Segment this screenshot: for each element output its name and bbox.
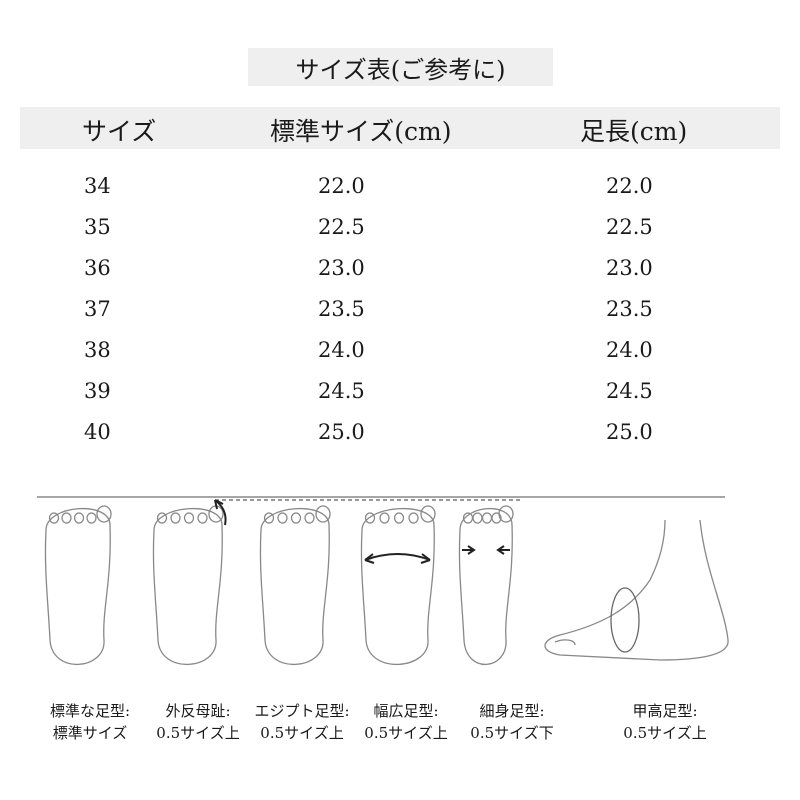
table-row: 34 22.0 22.0 xyxy=(0,174,800,204)
header-foot-length: 足長(cm) xyxy=(580,117,688,146)
toe xyxy=(86,512,97,524)
toe xyxy=(73,512,85,524)
foot-outline-egyptian xyxy=(259,507,330,666)
toe xyxy=(420,505,436,523)
toe xyxy=(491,512,502,524)
toe xyxy=(183,512,195,524)
table-row: 39 24.5 24.5 xyxy=(0,379,800,409)
toe xyxy=(48,512,60,524)
toe xyxy=(290,512,302,524)
header-standard-size: 標準サイズ(cm) xyxy=(270,117,452,146)
foot-outline-hallux-valgus xyxy=(152,507,223,666)
toe xyxy=(408,512,419,524)
table-row: 35 22.5 22.5 xyxy=(0,215,800,245)
foot-outline-standard xyxy=(44,507,111,665)
caption-standard: 標準な足型: 標準サイズ xyxy=(49,702,131,742)
toe xyxy=(393,512,405,524)
standard-size-cell: 22.0 xyxy=(318,174,365,198)
foot-length-cell: 24.0 xyxy=(606,338,653,362)
caption-high-arch: 甲高足型: 0.5サイズ上 xyxy=(623,702,707,742)
table-row: 36 23.0 23.0 xyxy=(0,256,800,286)
size-cell: 34 xyxy=(84,174,111,198)
toe xyxy=(379,512,390,524)
toe xyxy=(277,512,288,524)
size-cell: 38 xyxy=(84,338,111,362)
foot-length-cell: 23.5 xyxy=(606,297,653,321)
standard-size-cell: 22.5 xyxy=(318,215,365,239)
toe xyxy=(498,505,514,523)
standard-size-cell: 23.0 xyxy=(318,256,365,280)
toe xyxy=(263,512,275,524)
caption-wide: 幅広足型: 0.5サイズ上 xyxy=(364,702,448,742)
foot-outline-narrow xyxy=(458,507,513,665)
caption-egyptian: エジプト足型: 0.5サイズ上 xyxy=(254,702,350,742)
foot-outline-wide xyxy=(360,508,435,666)
width-arrows xyxy=(214,499,510,564)
high-arch-foot-side-view xyxy=(544,519,729,661)
standard-size-cell: 25.0 xyxy=(318,420,365,444)
header-size: サイズ xyxy=(82,117,157,146)
size-cell: 35 xyxy=(84,215,111,239)
table-row: 40 25.0 25.0 xyxy=(0,420,800,450)
size-cell: 40 xyxy=(84,420,111,444)
toe xyxy=(96,505,112,523)
standard-size-cell: 24.0 xyxy=(318,338,365,362)
toe xyxy=(364,512,376,524)
size-cell: 37 xyxy=(84,297,111,321)
table-row: 37 23.5 23.5 xyxy=(0,297,800,327)
toe xyxy=(156,512,168,524)
table-header: サイズ 標準サイズ(cm) 足長(cm) xyxy=(20,107,780,149)
size-cell: 36 xyxy=(84,256,111,280)
toe xyxy=(472,512,483,524)
foot-length-cell: 22.0 xyxy=(606,174,653,198)
toe xyxy=(170,512,181,524)
toe xyxy=(304,512,315,524)
toe xyxy=(315,505,331,523)
foot-length-cell: 22.5 xyxy=(606,215,653,239)
caption-hallux-valgus: 外反母趾: 0.5サイズ上 xyxy=(156,702,240,742)
caption-narrow: 細身足型: 0.5サイズ下 xyxy=(470,702,554,742)
foot-length-cell: 23.0 xyxy=(606,256,653,280)
table-row: 38 24.0 24.0 xyxy=(0,338,800,368)
foot-length-cell: 24.5 xyxy=(606,379,653,403)
foot-type-illustration xyxy=(37,496,729,666)
foot-length-cell: 25.0 xyxy=(606,420,653,444)
size-chart-title: サイズ表(ご参考に) xyxy=(248,48,553,86)
size-cell: 39 xyxy=(84,379,111,403)
toe xyxy=(61,512,72,524)
toe xyxy=(481,512,493,524)
standard-size-cell: 23.5 xyxy=(318,297,365,321)
standard-size-cell: 24.5 xyxy=(318,379,365,403)
toe xyxy=(197,512,208,524)
